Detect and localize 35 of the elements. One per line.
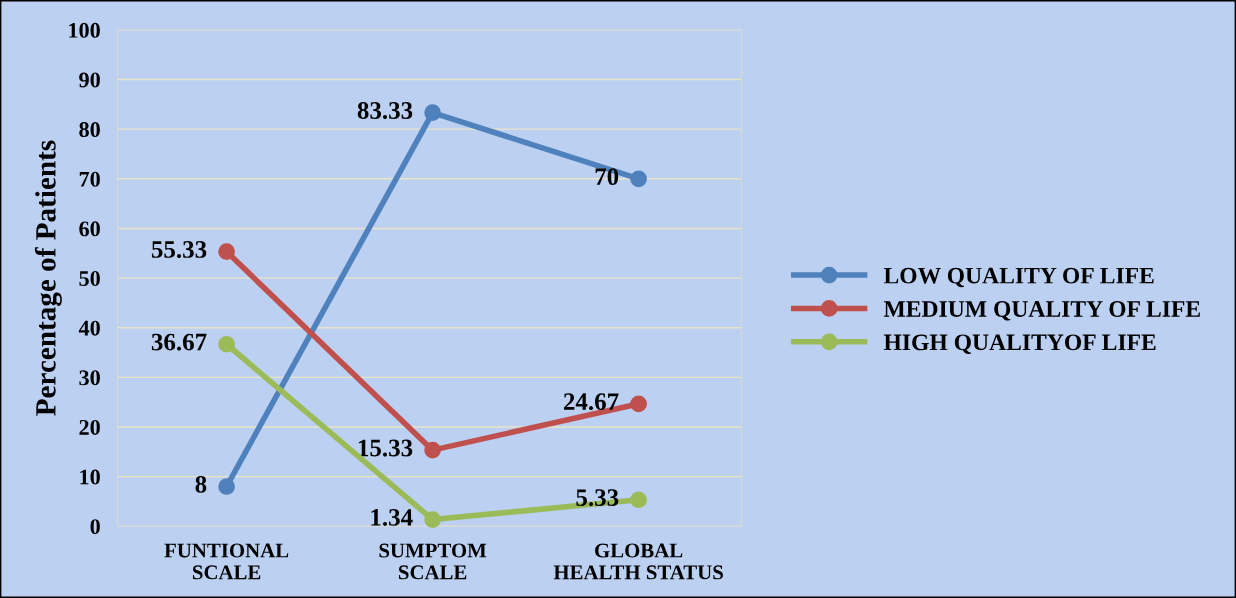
point [218, 478, 235, 495]
point [218, 243, 235, 260]
y-axis-title: Percentage of Patients [34, 140, 62, 416]
y-tick-label: 100 [69, 22, 100, 38]
point [424, 511, 441, 528]
y-tick-label: 0 [90, 519, 100, 535]
y-tick-label: 10 [80, 469, 100, 485]
x-tick-label: SUMPTOM SCALE [379, 543, 487, 580]
y-tick-label: 50 [79, 271, 100, 286]
y-tick-label: 40 [78, 320, 100, 336]
point [424, 104, 441, 121]
data-label: 24.67 [563, 393, 619, 411]
x-tick-label: FUNTIONAL SCALE [164, 543, 289, 580]
data-label: 36.67 [151, 333, 207, 351]
y-tick-label: 80 [79, 122, 100, 138]
point [218, 335, 235, 353]
legend-label: MEDIUM QUALITY OF LIFE [883, 301, 1200, 321]
data-label: 70 [595, 168, 619, 186]
data-label: 8 [195, 475, 207, 493]
point [630, 170, 647, 188]
legend-label: LOW QUALITY OF LIFE [883, 267, 1154, 288]
data-label: 1.34 [371, 509, 413, 526]
data-label: 55.33 [151, 241, 207, 258]
data-label: 83.33 [357, 102, 413, 120]
data-label: 15.33 [358, 439, 413, 457]
y-tick-label: 90 [79, 72, 100, 88]
point [630, 491, 647, 509]
y-tick-label: 60 [79, 221, 100, 237]
point [424, 441, 441, 459]
y-tick-label: 30 [79, 370, 100, 386]
y-tick-label: 20 [79, 419, 100, 435]
legend-label: HIGH QUALITYOF LIFE [883, 334, 1156, 354]
point [630, 395, 647, 413]
x-tick-label: GLOBAL HEALTH STATUS [553, 543, 723, 580]
y-tick-label: 70 [79, 171, 100, 187]
